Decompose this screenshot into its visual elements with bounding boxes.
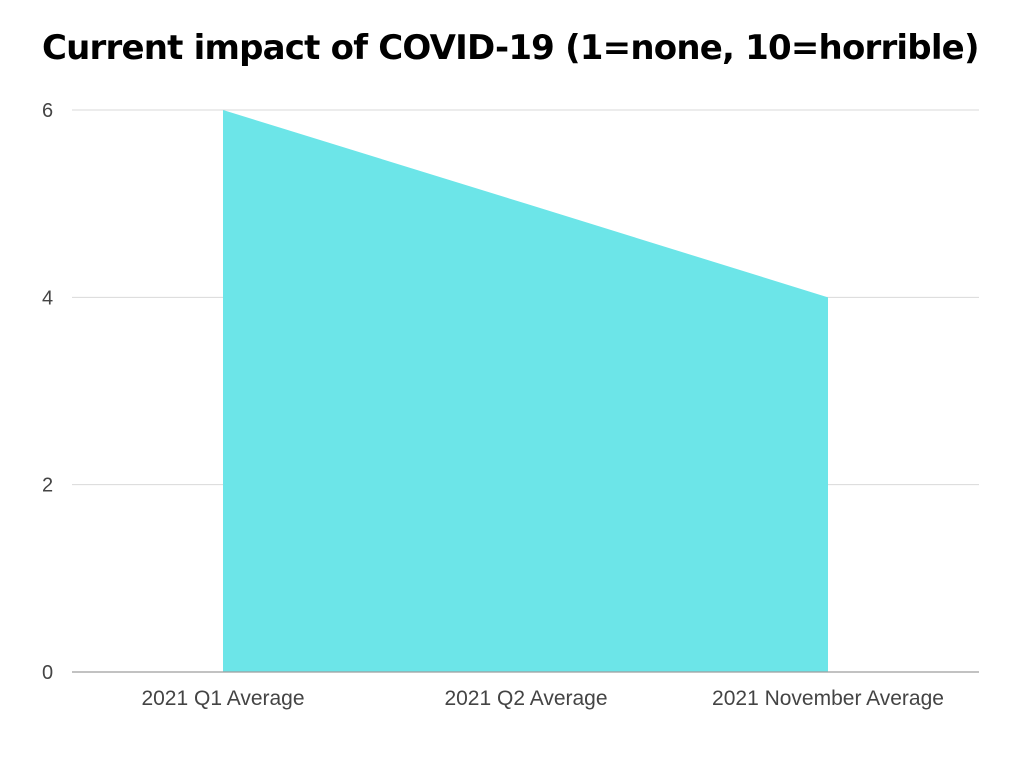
x-tick-label-0: 2021 Q1 Average (141, 687, 304, 710)
y-tick-label-6: 6 (42, 100, 53, 122)
y-tick-label-0: 0 (42, 662, 53, 684)
x-tick-label-1: 2021 Q2 Average (444, 687, 607, 710)
x-tick-label-2: 2021 November Average (712, 687, 944, 710)
area-series (222, 109, 829, 672)
area-series-0 (223, 110, 828, 672)
y-axis-ticks: 0 2 4 6 (42, 100, 53, 684)
y-tick-label-2: 2 (42, 475, 53, 497)
x-axis-ticks: 2021 Q1 Average 2021 Q2 Average 2021 Novem… (141, 687, 944, 710)
y-tick-label-4: 4 (42, 287, 53, 309)
chart-title: Current impact of COVID-19 (1=none, 10=h… (42, 28, 979, 68)
